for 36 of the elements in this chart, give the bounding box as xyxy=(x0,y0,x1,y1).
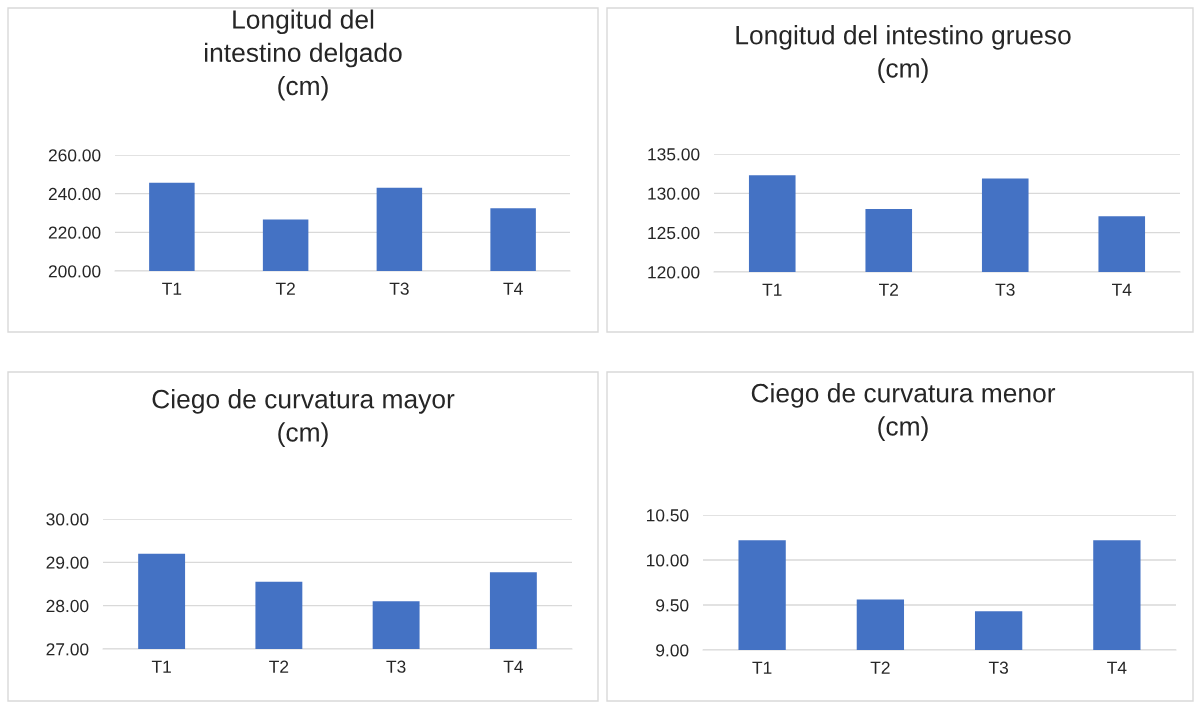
x-tick-label: T2 xyxy=(879,283,899,296)
x-tick-label: T3 xyxy=(988,661,1008,674)
y-tick-label: 135.00 xyxy=(648,148,700,161)
x-tick-label: T2 xyxy=(275,282,295,295)
x-tick-label: T4 xyxy=(503,282,523,295)
x-tick-label: T1 xyxy=(162,282,182,295)
x-tick-label: T1 xyxy=(762,283,782,296)
chart-title: Longitud del intestino grueso (cm) xyxy=(736,25,1071,83)
y-tick-label: 260.00 xyxy=(48,149,101,162)
x-tick-label: T1 xyxy=(752,661,772,674)
y-tick-label: 130.00 xyxy=(648,187,700,200)
x-tick-label: T3 xyxy=(389,282,409,295)
x-tick-label: T2 xyxy=(870,661,890,674)
chart-title: Longitud del intestino delgado (cm) xyxy=(205,9,402,101)
y-tick-label: 240.00 xyxy=(48,187,101,201)
y-tick-label: 27.00 xyxy=(46,643,89,656)
y-tick-label: 9.50 xyxy=(656,599,689,612)
y-tick-label: 220.00 xyxy=(48,226,101,239)
x-tick-label: T1 xyxy=(151,660,171,673)
y-tick-label: 10.00 xyxy=(646,554,689,567)
x-tick-label: T3 xyxy=(995,283,1015,296)
y-tick-label: 200.00 xyxy=(48,265,101,278)
x-tick-label: T2 xyxy=(269,660,289,673)
y-tick-label: 9.00 xyxy=(656,644,689,657)
x-tick-label: T4 xyxy=(503,660,523,673)
y-tick-label: 10.50 xyxy=(646,509,689,522)
y-tick-label: 125.00 xyxy=(648,226,700,240)
y-tick-label: 29.00 xyxy=(46,556,89,569)
x-tick-label: T4 xyxy=(1107,661,1127,674)
chart-title: Ciego de curvatura menor (cm) xyxy=(751,383,1056,441)
y-tick-label: 28.00 xyxy=(46,599,89,613)
x-tick-label: T4 xyxy=(1112,283,1132,296)
y-tick-label: 120.00 xyxy=(648,266,700,279)
y-tick-label: 30.00 xyxy=(46,513,89,526)
x-tick-label: T3 xyxy=(386,660,406,673)
chart-title: Ciego de curvatura mayor (cm) xyxy=(152,389,455,447)
